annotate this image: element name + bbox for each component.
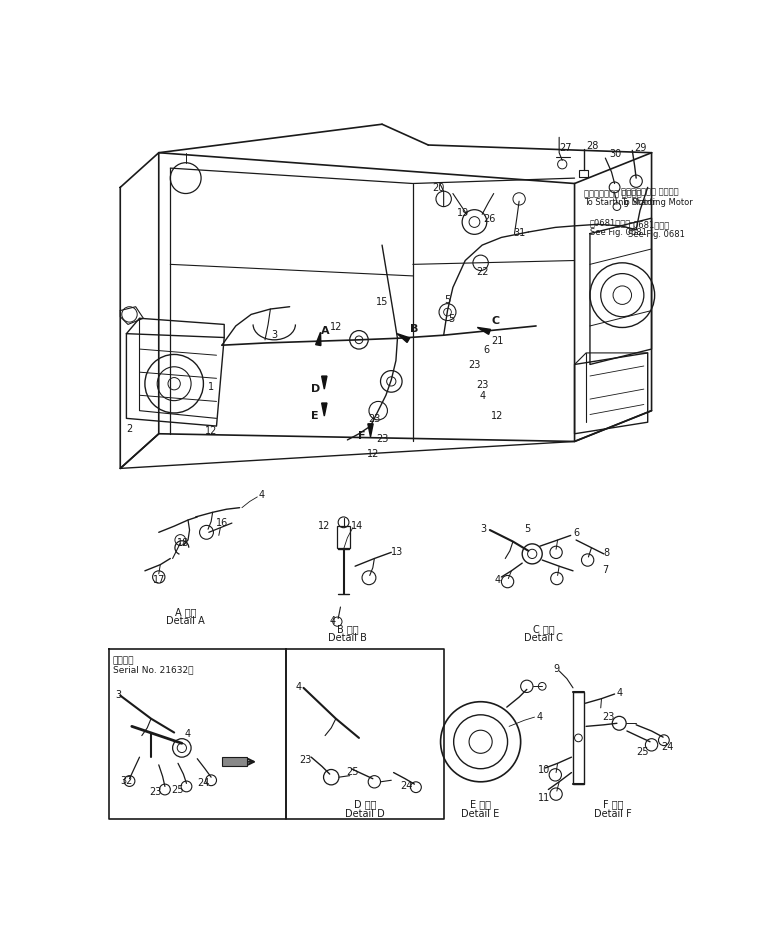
- Text: A 詳細: A 詳細: [175, 606, 197, 616]
- Text: F: F: [358, 431, 366, 441]
- Text: 24: 24: [197, 777, 210, 787]
- Text: スターティング モータへ: スターティング モータへ: [584, 189, 642, 197]
- Text: 25: 25: [347, 767, 359, 776]
- Text: E 詳細: E 詳細: [470, 798, 491, 808]
- Text: 23: 23: [602, 711, 615, 721]
- Text: 11: 11: [538, 793, 550, 803]
- Text: 23: 23: [149, 786, 162, 796]
- Text: 4: 4: [616, 688, 623, 698]
- Polygon shape: [222, 757, 248, 767]
- Text: C 詳細: C 詳細: [533, 623, 555, 633]
- Text: 9: 9: [553, 663, 559, 673]
- Text: Detail A: Detail A: [166, 616, 205, 626]
- Text: 12: 12: [491, 410, 504, 420]
- Text: 4: 4: [296, 681, 302, 692]
- Polygon shape: [315, 333, 321, 346]
- Text: 1: 1: [208, 382, 214, 391]
- Text: 30: 30: [610, 148, 622, 159]
- Bar: [579, 171, 588, 177]
- Text: 15: 15: [376, 297, 389, 307]
- Polygon shape: [322, 376, 327, 389]
- Text: 20: 20: [432, 184, 444, 193]
- Polygon shape: [397, 335, 410, 343]
- Text: 5: 5: [448, 314, 454, 324]
- Text: 12: 12: [367, 449, 379, 459]
- Text: Serial No. 21632～: Serial No. 21632～: [113, 665, 193, 674]
- Text: 14: 14: [351, 520, 363, 530]
- Text: 7: 7: [602, 565, 609, 575]
- Text: 10: 10: [538, 765, 550, 775]
- Text: 6: 6: [483, 345, 489, 355]
- Text: 適用号機: 適用号機: [113, 655, 134, 665]
- Text: To Starting Motor: To Starting Motor: [621, 197, 693, 207]
- Text: 3: 3: [271, 329, 277, 339]
- Bar: [338, 527, 350, 548]
- Text: 3: 3: [116, 690, 122, 699]
- Text: C: C: [492, 315, 500, 325]
- Text: B: B: [410, 324, 418, 333]
- Text: To Starting Motor: To Starting Motor: [584, 198, 655, 207]
- Text: 4: 4: [495, 574, 501, 584]
- Text: F 詳細: F 詳細: [603, 798, 623, 808]
- Text: 6: 6: [573, 527, 579, 538]
- Text: Detail D: Detail D: [345, 807, 385, 818]
- Text: 4: 4: [330, 616, 336, 626]
- Text: 12: 12: [205, 425, 217, 436]
- Text: 27: 27: [559, 143, 572, 153]
- Text: Detail E: Detail E: [462, 807, 500, 818]
- Text: 4: 4: [185, 728, 191, 738]
- Text: 第0681図参照: 第0681図参照: [629, 221, 670, 230]
- Text: 18: 18: [178, 537, 190, 547]
- Text: 5: 5: [444, 295, 450, 305]
- Text: Detail B: Detail B: [328, 632, 367, 642]
- Text: 4: 4: [258, 489, 264, 500]
- Text: D: D: [311, 383, 321, 393]
- Text: 22: 22: [476, 266, 488, 276]
- Text: 32: 32: [120, 775, 133, 785]
- Polygon shape: [477, 328, 491, 335]
- Text: 8: 8: [604, 547, 610, 557]
- Text: 28: 28: [586, 141, 598, 151]
- Text: E: E: [311, 410, 319, 420]
- Text: 4: 4: [536, 711, 543, 721]
- Text: 17: 17: [152, 574, 165, 584]
- Text: See Fig. 0681: See Fig. 0681: [629, 230, 685, 239]
- Text: 19: 19: [456, 208, 469, 218]
- Text: D 詳細: D 詳細: [354, 798, 376, 808]
- Text: 23: 23: [376, 433, 389, 443]
- Text: 23: 23: [476, 379, 488, 389]
- Text: 23: 23: [368, 414, 380, 424]
- Text: 16: 16: [216, 517, 228, 527]
- Text: 23: 23: [299, 754, 311, 764]
- Text: Detail C: Detail C: [524, 632, 563, 642]
- Text: 24: 24: [401, 780, 413, 790]
- Text: 29: 29: [635, 143, 647, 153]
- Text: 3: 3: [481, 523, 487, 533]
- Text: 第0681図参照: 第0681図参照: [590, 218, 631, 227]
- Text: 24: 24: [661, 742, 673, 752]
- Text: See Fig. 0681: See Fig. 0681: [590, 227, 647, 236]
- Text: 4: 4: [479, 391, 485, 400]
- Text: 31: 31: [513, 228, 525, 237]
- Text: Detail F: Detail F: [594, 807, 632, 818]
- Text: 13: 13: [392, 546, 404, 556]
- Text: 12: 12: [330, 322, 342, 332]
- Polygon shape: [368, 425, 373, 438]
- Text: 21: 21: [491, 336, 504, 346]
- Text: スターティング モータへ: スターティング モータへ: [621, 187, 678, 197]
- Text: 25: 25: [171, 784, 184, 794]
- Text: 2: 2: [126, 423, 133, 433]
- Polygon shape: [322, 403, 327, 416]
- Text: 5: 5: [523, 523, 530, 533]
- Bar: [573, 692, 584, 784]
- Text: A: A: [321, 325, 329, 336]
- Text: 23: 23: [469, 360, 481, 370]
- Text: 25: 25: [636, 746, 648, 756]
- Text: 12: 12: [318, 520, 331, 530]
- Text: B 詳細: B 詳細: [337, 623, 358, 633]
- Text: 26: 26: [484, 214, 496, 224]
